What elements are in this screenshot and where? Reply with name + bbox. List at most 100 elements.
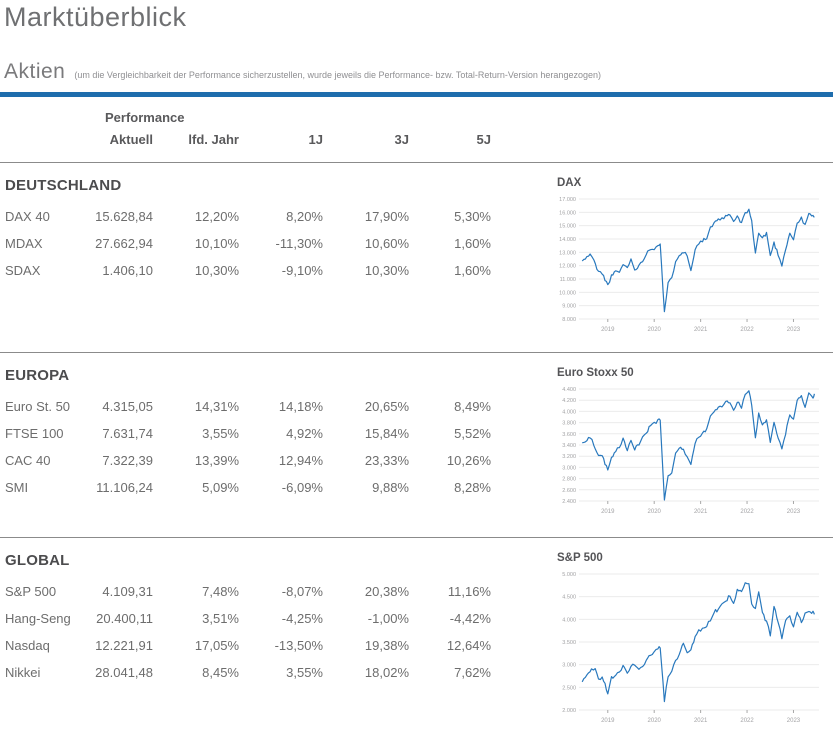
table-row: SMI 11.106,24 5,09% -6,09% 9,88% 8,28% [0,474,545,501]
table-row: Euro St. 50 4.315,05 14,31% 14,18% 20,65… [0,393,545,420]
value-5j: 1,60% [454,236,491,251]
index-name: FTSE 100 [5,426,64,441]
value-aktuell: 28.041,48 [95,665,153,680]
index-name: Nikkei [5,665,41,680]
value-aktuell: 27.662,94 [95,236,153,251]
column-header-lfd-jahr: lfd. Jahr [188,132,239,147]
value-3j: 9,88% [372,480,409,495]
value-5j: 5,52% [454,426,491,441]
value-5j: 1,60% [454,263,491,278]
svg-text:8.000: 8.000 [562,317,576,323]
svg-text:3.400: 3.400 [562,443,576,449]
aktien-heading: Aktien [4,60,66,83]
value-lfd-jahr: 13,39% [194,453,239,468]
index-name: Hang-Seng [5,611,71,626]
svg-text:5.000: 5.000 [562,572,576,578]
value-1j: 3,55% [286,665,323,680]
svg-text:2020: 2020 [648,718,662,724]
value-3j: 15,84% [364,426,409,441]
table-row: S&P 500 4.109,31 7,48% -8,07% 20,38% 11,… [0,578,545,605]
eurostoxx-line-chart: 4.400 4.200 4.000 3.800 3.600 3.400 3.200 3.000… [562,387,819,515]
value-3j: 10,60% [364,236,409,251]
value-5j: -4,42% [449,611,491,626]
section-title: GLOBAL [5,552,70,569]
svg-text:2023: 2023 [787,509,801,515]
value-5j: 12,64% [446,638,491,653]
global-table: GLOBAL S&P 500 4.109,31 7,48% -8,07% 20,… [0,538,545,741]
value-3j: 20,65% [364,399,409,414]
column-header-3j: 3J [394,132,409,147]
svg-text:2023: 2023 [787,718,801,724]
value-aktuell: 7.322,39 [102,453,153,468]
dax-line-chart: 17.000 16.000 15.000 14.000 13.000 12.000 11.0… [559,197,819,333]
chart-title-sp500: S&P 500 [557,552,603,564]
table-row: SDAX 1.406,10 10,30% -9,10% 10,30% 1,60% [0,257,545,284]
svg-text:9.000: 9.000 [562,304,576,310]
svg-text:2019: 2019 [601,327,615,333]
svg-text:13.000: 13.000 [559,250,576,256]
svg-text:3.800: 3.800 [562,421,576,427]
column-header-1j: 1J [308,132,323,147]
deutschland-table: DEUTSCHLAND DAX 40 15.628,84 12,20% 8,20… [0,163,545,352]
value-lfd-jahr: 8,45% [202,665,239,680]
value-lfd-jahr: 3,51% [202,611,239,626]
section-deutschland: DEUTSCHLAND DAX 40 15.628,84 12,20% 8,20… [0,162,833,352]
svg-text:2.600: 2.600 [562,488,576,494]
table-row: CAC 40 7.322,39 13,39% 12,94% 23,33% 10,… [0,447,545,474]
value-aktuell: 4.315,05 [102,399,153,414]
value-1j: -8,07% [281,584,323,599]
svg-text:4.200: 4.200 [562,398,576,404]
value-lfd-jahr: 3,55% [202,426,239,441]
value-3j: 17,90% [364,209,409,224]
index-name: MDAX [5,236,43,251]
svg-text:2019: 2019 [601,718,615,724]
svg-text:2.500: 2.500 [562,685,576,691]
index-name: CAC 40 [5,453,51,468]
svg-text:3.200: 3.200 [562,454,576,460]
table-row: DAX 40 15.628,84 12,20% 8,20% 17,90% 5,3… [0,203,545,230]
column-header-aktuell: Aktuell [109,132,153,147]
svg-text:16.000: 16.000 [559,210,576,216]
table-row: Hang-Seng 20.400,11 3,51% -4,25% -1,00% … [0,605,545,632]
value-1j: -9,10% [281,263,323,278]
svg-text:4.400: 4.400 [562,387,576,393]
svg-text:2022: 2022 [740,509,754,515]
svg-text:2.000: 2.000 [562,708,576,714]
value-5j: 10,26% [446,453,491,468]
value-1j: -6,09% [281,480,323,495]
value-3j: 19,38% [364,638,409,653]
value-lfd-jahr: 10,10% [194,236,239,251]
svg-text:14.000: 14.000 [559,237,576,243]
svg-text:2021: 2021 [694,509,708,515]
svg-text:4.500: 4.500 [562,595,576,601]
value-aktuell: 15.628,84 [95,209,153,224]
svg-text:2023: 2023 [787,327,801,333]
value-3j: 10,30% [364,263,409,278]
performance-group-header: Performance [105,110,185,125]
svg-text:2.400: 2.400 [562,499,576,505]
index-name: Euro St. 50 [5,399,71,414]
chart-title-eurostoxx: Euro Stoxx 50 [557,367,634,379]
value-lfd-jahr: 5,09% [202,480,239,495]
svg-text:3.500: 3.500 [562,640,576,646]
svg-text:2020: 2020 [648,327,662,333]
value-5j: 8,49% [454,399,491,414]
section-title: EUROPA [5,367,70,384]
value-aktuell: 11.106,24 [96,480,153,495]
table-header: Performance Aktuell lfd. Jahr 1J 3J 5J [0,97,833,162]
value-lfd-jahr: 14,31% [194,399,239,414]
index-name: DAX 40 [5,209,50,224]
value-lfd-jahr: 12,20% [194,209,239,224]
eurostoxx-chart-panel: Euro Stoxx 50 4.400 4.200 4.000 3.800 3.600 3… [545,353,833,537]
section-header-aktien: Aktien (um die Vergleichbarkeit der Perf… [4,60,833,84]
section-global: GLOBAL S&P 500 4.109,31 7,48% -8,07% 20,… [0,537,833,741]
svg-text:11.000: 11.000 [560,277,576,283]
index-name: SMI [5,480,29,495]
value-1j: 8,20% [286,209,323,224]
value-1j: 12,94% [278,453,323,468]
page-title: Marktüberblick [4,2,187,32]
value-lfd-jahr: 17,05% [194,638,239,653]
svg-text:4.000: 4.000 [562,409,576,415]
value-5j: 11,16% [447,584,491,599]
